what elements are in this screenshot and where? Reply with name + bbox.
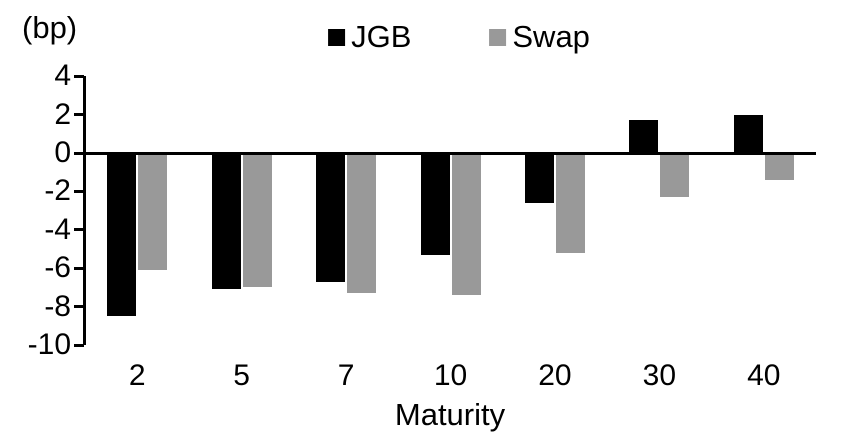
legend-item-jgb: JGB (328, 20, 411, 54)
legend: JGB Swap (328, 20, 590, 54)
y-axis-line (83, 76, 86, 345)
y-tick-label: -8 (44, 289, 71, 323)
bar-swap-30 (660, 153, 690, 198)
x-axis-title: Maturity (394, 397, 506, 432)
x-tick-label: 30 (642, 359, 677, 392)
y-tick-label: -2 (44, 174, 71, 208)
y-tick-label: 2 (54, 97, 71, 131)
legend-swatch-jgb (328, 28, 346, 46)
y-tick-label: 0 (54, 136, 71, 169)
y-tick (74, 266, 84, 270)
x-tick-label: 5 (233, 359, 250, 392)
y-tick (74, 343, 84, 347)
bar-jgb-7 (316, 153, 346, 282)
y-tick-label: -6 (44, 251, 71, 285)
zero-line (85, 151, 816, 155)
bar-swap-2 (138, 153, 168, 271)
bar-jgb-20 (524, 153, 554, 203)
bar-jgb-30 (629, 120, 659, 153)
bar-swap-7 (347, 153, 377, 294)
bar-jgb-2 (107, 153, 137, 317)
y-tick (74, 305, 84, 309)
y-tick-label: -4 (44, 212, 71, 246)
bar-swap-20 (555, 153, 585, 253)
x-tick-label: 2 (128, 359, 146, 392)
y-tick (74, 228, 84, 232)
y-axis-unit-label: (bp) (22, 10, 78, 45)
y-tick-label: -10 (27, 328, 71, 361)
x-tick-label: 10 (433, 359, 468, 392)
y-tick (74, 151, 84, 155)
y-tick (74, 74, 84, 78)
y-tick (74, 113, 84, 117)
x-tick-label: 20 (538, 359, 572, 392)
y-tick (74, 189, 84, 193)
y-tick-label: 4 (54, 59, 71, 93)
legend-label-jgb: JGB (351, 19, 412, 54)
legend-swatch-swap (489, 28, 507, 46)
bar-jgb-10 (420, 153, 450, 255)
bar-swap-10 (451, 153, 481, 296)
bar-swap-5 (242, 153, 272, 288)
legend-label-swap: Swap (512, 19, 590, 54)
legend-item-swap: Swap (489, 20, 590, 54)
bar-swap-40 (764, 153, 794, 180)
x-tick-label: 7 (337, 359, 355, 392)
x-tick-label: 40 (747, 359, 781, 392)
bar-jgb-5 (211, 153, 241, 290)
bar-jgb-40 (733, 114, 763, 153)
